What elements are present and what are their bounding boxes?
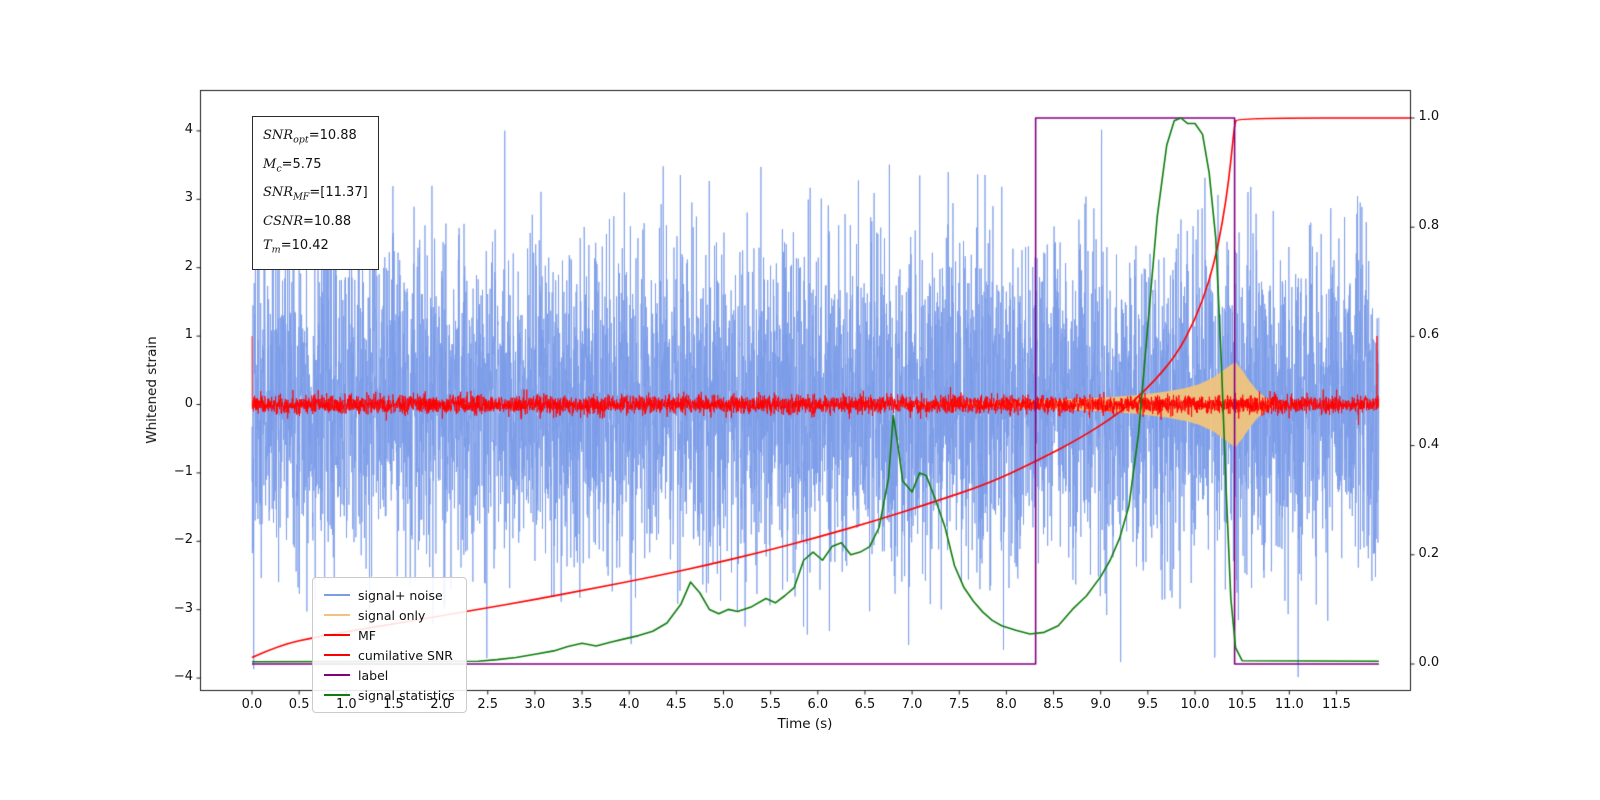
x-axis-label: Time (s) [777, 716, 833, 732]
annotation-line: SNRMF=[11.37] [263, 185, 368, 203]
y-tick-label-right: 0.0 [1418, 655, 1440, 670]
legend-swatch [324, 594, 350, 596]
y-axis-label: Whitened strain [144, 336, 160, 444]
annotation-line: CSNR=10.88 [263, 213, 352, 229]
x-tick-label: 10.5 [1227, 696, 1257, 712]
y-tick-label-left: 1 [184, 327, 193, 343]
legend-label: MF [358, 627, 376, 643]
y-tick-label-left: 4 [184, 121, 193, 137]
y-tick-label-right: 1.0 [1418, 109, 1440, 124]
annotation-line: Mc=5.75 [263, 156, 322, 175]
y-tick-label-left: −4 [173, 669, 193, 685]
legend-label: signal+ noise [358, 587, 443, 603]
legend-swatch [324, 634, 350, 636]
y-tick-label-left: −3 [173, 600, 193, 616]
y-tick-label-left: 3 [184, 190, 193, 206]
y-tick-label-left: −1 [173, 463, 193, 479]
x-tick-label: 2.5 [477, 696, 499, 712]
x-tick-label: 9.0 [1090, 696, 1112, 712]
y-tick-label-right: 0.4 [1418, 436, 1440, 452]
x-tick-label: 4.5 [666, 696, 687, 712]
legend-item: MF [324, 625, 455, 645]
x-tick-label: 3.0 [524, 696, 546, 712]
y-tick-label-right: 0.8 [1418, 218, 1440, 234]
legend-item: signal statistics [324, 685, 455, 705]
legend-label: label [358, 667, 389, 683]
x-tick-label: 0.0 [241, 696, 263, 712]
y-tick-label-right: 0.2 [1418, 545, 1440, 561]
legend-label: signal statistics [358, 687, 455, 703]
legend: signal+ noise signal only MF cumilative SNR… [312, 577, 467, 713]
x-tick-label: 8.0 [996, 696, 1017, 712]
x-tick-label: 6.0 [807, 696, 829, 712]
legend-item: label [324, 665, 455, 685]
legend-swatch [324, 694, 350, 696]
legend-swatch [324, 674, 350, 676]
x-tick-label: 11.5 [1321, 696, 1351, 712]
y-tick-label-left: −2 [173, 532, 193, 548]
x-tick-label: 5.0 [713, 696, 734, 712]
legend-item: signal+ noise [324, 585, 455, 605]
x-tick-label: 5.5 [760, 696, 781, 712]
x-tick-label: 11.0 [1274, 696, 1304, 712]
x-tick-label: 1.5 [383, 696, 404, 712]
legend-item: signal only [324, 605, 455, 625]
x-tick-label: 7.5 [948, 696, 970, 712]
legend-swatch [324, 654, 350, 656]
y-tick-label-left: 0 [184, 395, 193, 411]
x-tick-label: 3.5 [571, 696, 593, 712]
legend-swatch [324, 614, 350, 616]
x-tick-label: 4.0 [618, 696, 640, 712]
y-tick-label-left: 2 [184, 258, 193, 274]
legend-item: cumilative SNR [324, 645, 455, 665]
x-tick-label: 1.0 [335, 696, 357, 712]
x-tick-label: 2.0 [430, 696, 451, 712]
x-tick-label: 7.0 [901, 696, 923, 712]
annotation-line: Tm=10.42 [263, 237, 329, 256]
x-tick-label: 10.0 [1180, 696, 1210, 712]
x-tick-label: 9.5 [1137, 696, 1159, 712]
annotation-box: SNRopt=10.88 Mc=5.75 SNRMF=[11.37] CSNR=10.… [252, 116, 379, 271]
legend-label: cumilative SNR [358, 647, 453, 663]
legend-label: signal only [358, 607, 426, 623]
x-tick-label: 6.5 [854, 696, 876, 712]
annotation-line: SNRopt=10.88 [263, 128, 357, 146]
y-tick-label-right: 0.6 [1418, 327, 1440, 343]
x-tick-label: 0.5 [288, 696, 310, 712]
x-tick-label: 8.5 [1043, 696, 1064, 712]
